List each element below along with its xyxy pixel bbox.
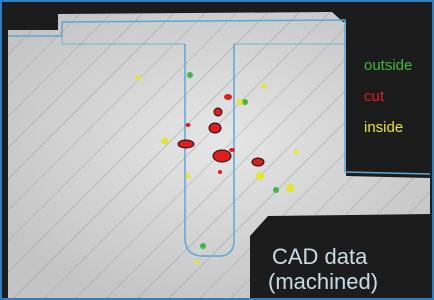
dot bbox=[186, 174, 191, 179]
dot bbox=[294, 150, 299, 155]
dot bbox=[186, 123, 191, 127]
dot bbox=[200, 243, 206, 249]
dot bbox=[256, 172, 264, 180]
dot bbox=[252, 158, 264, 166]
dot bbox=[224, 94, 232, 100]
dot bbox=[195, 260, 199, 264]
dot bbox=[209, 123, 221, 133]
dot bbox=[237, 99, 243, 105]
legend-label: inside bbox=[364, 119, 403, 136]
dot bbox=[214, 108, 222, 116]
caption-line: CAD data bbox=[272, 244, 368, 269]
caption-line: (machined) bbox=[268, 269, 378, 294]
dot bbox=[178, 140, 194, 148]
dot bbox=[273, 187, 279, 193]
dot bbox=[262, 84, 267, 89]
legend-label: outside bbox=[364, 57, 412, 74]
dot bbox=[162, 138, 169, 145]
dot bbox=[286, 184, 294, 192]
dot bbox=[136, 76, 141, 81]
scan-image: outside cut inside CAD data (machined) bbox=[0, 0, 434, 300]
dot bbox=[187, 72, 193, 78]
dot bbox=[229, 148, 235, 152]
legend-label: cut bbox=[364, 88, 385, 105]
dot bbox=[218, 170, 222, 174]
dot bbox=[213, 150, 231, 162]
